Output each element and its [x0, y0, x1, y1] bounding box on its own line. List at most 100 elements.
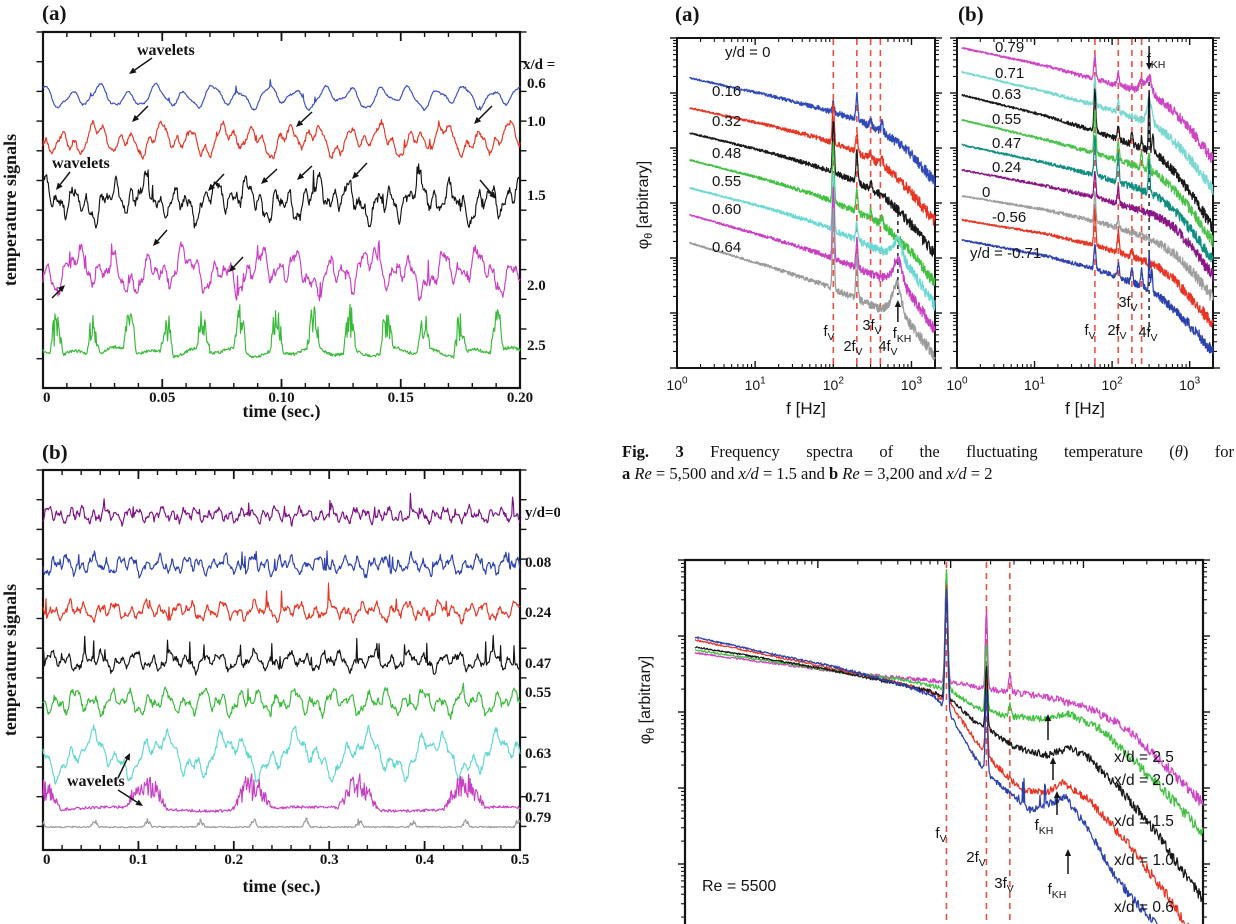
- caption-segment: a: [622, 464, 631, 483]
- curves: [694, 568, 1204, 924]
- kh-arrow-head: [1064, 849, 1072, 856]
- caption-segment: Fig. 3: [622, 442, 684, 461]
- x-tick-label: 0.20: [507, 390, 533, 406]
- xd-label: x/d = 0.6: [1114, 899, 1174, 916]
- x-tick-label: 0.15: [388, 390, 414, 406]
- ticks: [670, 37, 942, 369]
- signal-trace-xd2.0: [42, 240, 521, 302]
- curve-label: 0.55: [992, 111, 1021, 128]
- y-axis-title: φθ [arbitrary]: [637, 656, 657, 745]
- caption-segment: x/d: [738, 464, 759, 483]
- trace-position-label: 0.08: [525, 555, 551, 571]
- spectrum-curve-yd0.55: [689, 172, 936, 311]
- spectrum-curve-yd0.55: [961, 109, 1214, 248]
- curve-label: 0.60: [712, 201, 741, 218]
- axes: [678, 558, 1210, 924]
- wavelets-arrow-head: [208, 183, 216, 191]
- caption-segment: = 3,200 and: [859, 464, 947, 483]
- signal-trace-xd1.0: [42, 119, 521, 160]
- harmonic-label: 4fV: [1138, 325, 1157, 344]
- right-labels: x/d = 0.6 1.0 1.5 2.0 2.5: [523, 57, 555, 354]
- signal-trace-yd0.24: [42, 582, 521, 625]
- curve-label: y/d = 0: [725, 44, 770, 61]
- curves: [689, 76, 936, 361]
- kh-arrow-head: [1049, 757, 1057, 764]
- harmonic-label: 2fV: [843, 339, 862, 358]
- panel-tag: (a): [675, 2, 700, 26]
- trace-position-label: 2.0: [527, 278, 546, 294]
- curve-labels: 0.79 0.71 0.63 0.55 0.47 0.240-0.56 y/d = -0.7…: [970, 39, 1041, 262]
- reynolds-label: Re = 5500: [702, 878, 776, 895]
- xd-label: x/d = 1.0: [1114, 852, 1174, 869]
- caption-segment: b: [828, 464, 839, 483]
- x-axis-title: time (sec.): [243, 401, 321, 422]
- arrow-shaft: [300, 111, 313, 123]
- axis-tick-label: 100: [946, 376, 968, 394]
- x-tick-label: 0.4: [415, 852, 434, 868]
- curve-labels: y/d = 0 0.16 0.32 0.48 0.55 0.60 0.64: [712, 44, 770, 256]
- harmonic-lines: [832, 39, 901, 367]
- spectrum-curve-yd0.47: [961, 135, 1214, 263]
- axis-tick-label: 103: [1179, 376, 1201, 394]
- curve-label: 0.16: [712, 83, 741, 100]
- x-tick-label: 0.10: [268, 390, 294, 406]
- panel-tag: (b): [958, 2, 984, 26]
- curve-label: 0.79: [995, 39, 1024, 56]
- caption-segment: = 2: [966, 464, 993, 483]
- ticks: [950, 37, 1220, 369]
- axes: [670, 37, 942, 369]
- right-labels: y/d=0 0.08 0.24 0.47 0.55 0.63 0.71 0.79: [525, 505, 560, 826]
- axes: [950, 37, 1220, 369]
- kh-label: fKH: [893, 326, 912, 345]
- trace-position-label: 0.55: [525, 685, 551, 701]
- axis-tick-label: 101: [745, 376, 767, 394]
- spectrum-curve-yd0.71: [961, 70, 1214, 195]
- wavelets-label: wavelets: [137, 42, 195, 59]
- trace-position-label: 0.71: [525, 790, 551, 806]
- caption-segment: Re: [842, 464, 860, 483]
- arrow-shaft: [117, 789, 138, 803]
- y-axis-title: temperature signals: [0, 134, 20, 286]
- axis-tick-label: 102: [1102, 376, 1124, 394]
- wavelets-arrow-head: [297, 172, 305, 180]
- x-tick-label: 0: [43, 852, 51, 868]
- trace-position-label: 0.79: [525, 810, 551, 826]
- curve-label: y/d = -0.71: [970, 245, 1041, 262]
- x-tick-labels: 100 101 102 103: [666, 376, 922, 394]
- wavelets-arrow-head: [229, 264, 237, 272]
- caption-segment: ) for: [1182, 442, 1235, 461]
- arrow-shaft: [157, 229, 168, 242]
- curve-label: 0: [982, 184, 990, 201]
- curve-label: 0.55: [712, 173, 741, 190]
- x-tick-label: 0.1: [129, 852, 148, 868]
- wavelets-arrow-head: [296, 119, 304, 127]
- curve-label: 0.32: [712, 113, 741, 130]
- wavelets-label: wavelets: [67, 773, 125, 790]
- spectrum-curve-xd0.6: [694, 588, 1158, 924]
- wavelets-arrow-head: [56, 182, 63, 190]
- curve-label: 0.24: [992, 159, 1021, 176]
- arrow-shaft: [117, 758, 128, 779]
- annotations: wavelets: [67, 753, 143, 806]
- spectrum-curve-yd0.60: [689, 186, 936, 333]
- signal-trace-yd0.47: [42, 634, 521, 676]
- harmonic-label: 3fV: [862, 318, 881, 337]
- spectrum-curve-yd0.64: [689, 207, 936, 361]
- curve-label: 0.64: [712, 239, 741, 256]
- ticks: [678, 559, 1210, 918]
- signal-trace-yd0.71: [42, 773, 521, 813]
- arrow-shaft: [478, 105, 493, 120]
- signal-trace-xd1.5: [42, 163, 521, 229]
- axes: [36, 30, 527, 390]
- caption-segment: = 1.5 and: [758, 464, 829, 483]
- frequency-spectra-figure: φθ [arbitrary] 100 101 102 103 f [Hz] (a) y/d =…: [635, 2, 1220, 418]
- ticks: [36, 31, 527, 388]
- wavelets-arrow-head: [153, 238, 160, 246]
- trace-position-label: 0.24: [525, 605, 552, 621]
- plot-frame: [683, 558, 1205, 924]
- x-axis-title: time (sec.): [243, 876, 321, 897]
- x-axis-title: f [Hz]: [1065, 399, 1105, 418]
- spectrum-curve-yd0.32: [689, 121, 936, 260]
